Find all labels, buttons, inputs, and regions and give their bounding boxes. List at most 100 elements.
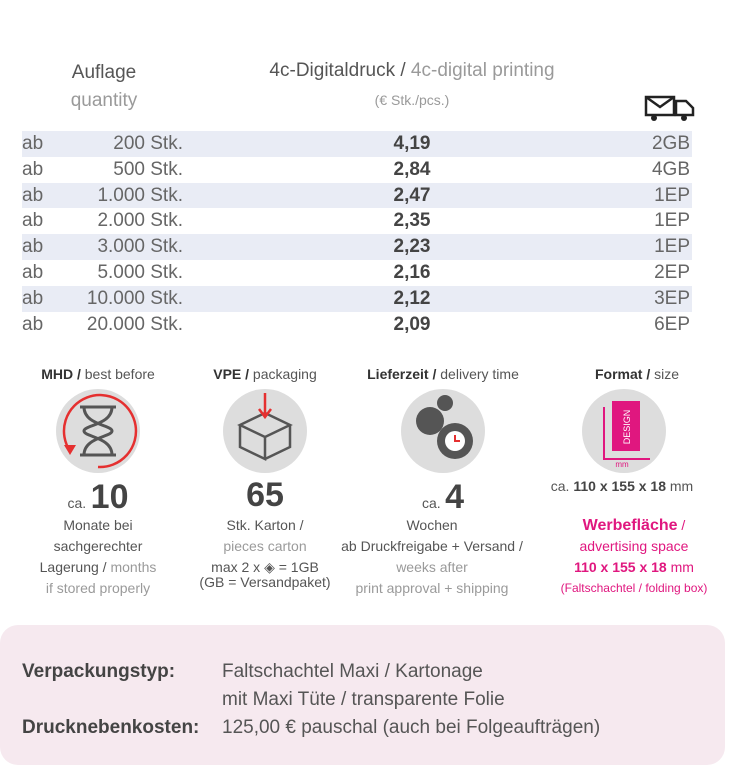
shipping-code: 2GB [651,133,690,154]
heading-de: Format [594,366,643,382]
prefix: ab [22,184,44,206]
price: 2,35 [393,210,431,232]
table-row: ab 500 Stk. 2,84 4GB [22,157,692,183]
prefix: ab [22,236,44,258]
line: = 1GB [278,559,319,575]
prefix: ab [22,210,44,232]
price-unit: (€ Stk./pcs.) [374,92,450,108]
shipping-code: 3EP [654,287,690,309]
price-en: 4c-digital printing [410,60,555,81]
number: 65 [246,476,284,514]
price: 2,09 [393,313,431,335]
footer-value: 125,00 € pauschal (auch bei Folgeaufträg… [222,717,601,738]
line: ab Druckfreigabe + Versand / [341,538,523,554]
quantity-de: Auflage [71,62,137,83]
unit: mm [669,478,694,494]
size: ca. 110 x 155 x 18 mm [551,478,693,494]
heading-en: delivery time [440,366,519,382]
prefix: ca. [67,495,87,511]
sep: / [646,366,651,382]
quantity-en: quantity [70,90,138,111]
line: Wochen [406,517,458,533]
heading: Lieferzeit / delivery time [367,364,519,385]
price: 2,23 [393,236,431,258]
table-row: ab 20.000 Stk. 2,09 6EP [22,312,692,338]
ad-de: Werbefläche [582,517,678,534]
number: 10 [90,478,129,516]
prefix: ca. [550,478,570,494]
size-value: 110 x 155 x 18 [573,478,667,494]
footer-label: Drucknebenkosten: [22,717,200,738]
shipping-code: 2EP [654,262,690,283]
footer-value: mit Maxi Tüte / transparente Folie [222,689,505,710]
prefix: ca. [421,495,441,511]
heading-en: packaging [252,366,317,382]
icons: DESIGN mm [56,389,666,473]
line-de: Lagerung [39,559,99,575]
sep: / [76,366,81,382]
shipping-code: 1EP [654,236,690,258]
sep: / [102,559,107,575]
number: 4 [445,478,465,516]
shipping-code: 1EP [654,184,690,206]
line: sachgerechter [53,538,143,554]
heading-en: size [654,366,680,382]
quantity: 5.000 Stk. [97,262,183,283]
price: 4,19 [393,133,431,154]
sep: / [400,60,406,81]
ad-note: (Faltschachtel / folding box) [560,581,708,595]
shipping-code: 6EP [654,313,690,335]
text-block: Wochen ab Druckfreigabe + Versand / week… [341,515,523,599]
quantity: 200 Stk. [113,133,183,154]
heading-de: Lieferzeit [367,366,429,382]
shipping-code: 4GB [651,158,690,180]
line: Lagerung / months [40,557,157,578]
quantity: 10.000 Stk. [86,287,183,309]
footer-value: Faltschachtel Maxi / Kartonage [222,661,483,682]
table-row: ab 5.000 Stk. 2,16 2EP [22,260,692,286]
icon-label: DESIGN [622,410,632,445]
text-block: Monate bei sachgerechter Lagerung / mont… [40,515,157,599]
price-title: 4c-Digitaldruck / 4c-digital printing [269,60,554,82]
price: 2,12 [393,287,431,309]
prefix: ab [22,287,44,309]
line-en: weeks after [396,559,468,575]
quantity: 500 Stk. [113,158,183,180]
quantity: 3.000 Stk. [97,236,183,258]
truck-icon [644,95,695,121]
line-en: print approval + shipping [355,580,509,596]
quantity: 1.000 Stk. [97,184,183,206]
line: Werbefläche / [561,515,708,536]
sep: / [245,366,250,382]
big-number: ca. 4 [422,478,464,517]
ad-size: 110 x 155 x 18 [574,559,667,575]
price: 2,16 [393,262,431,283]
ad-en: advertising space [579,538,689,554]
footer: Verpackungstyp: Faltschachtel Maxi / Kart… [0,625,725,765]
sep: / [681,517,686,533]
footer-label: Verpackungstyp: [22,661,176,682]
table-row: ab 200 Stk. 4,19 2GB [22,131,692,157]
text-block: Stk. Karton / pieces carton max 2 x ◈ = … [199,515,330,590]
heading-en: best before [84,366,155,382]
price-de: 4c-Digitaldruck [269,60,396,81]
line: (GB = Versandpaket) [199,574,331,590]
price: 2,84 [393,158,431,180]
heading: VPE / packaging [213,364,317,385]
heading: Format / size [595,364,679,385]
heading: MHD / best before [41,364,155,385]
line-en: pieces carton [223,538,307,554]
text-block: Werbefläche / advertising space 110 x 15… [561,515,708,599]
table-row: ab 3.000 Stk. 2,23 1EP [22,234,692,260]
big-number: ca. 10 [68,478,129,517]
quantity: 2.000 Stk. [97,210,183,232]
price: 2,47 [393,184,431,206]
line: Stk. Karton / [226,517,304,533]
shipping-code: 1EP [654,210,690,232]
line-en: if stored properly [45,580,151,596]
line: max 2 x [211,559,261,575]
prefix: ab [22,133,44,154]
table-row: ab 2.000 Stk. 2,35 1EP [22,208,692,234]
line: max 2 x ◈ = 1GB [211,559,319,575]
